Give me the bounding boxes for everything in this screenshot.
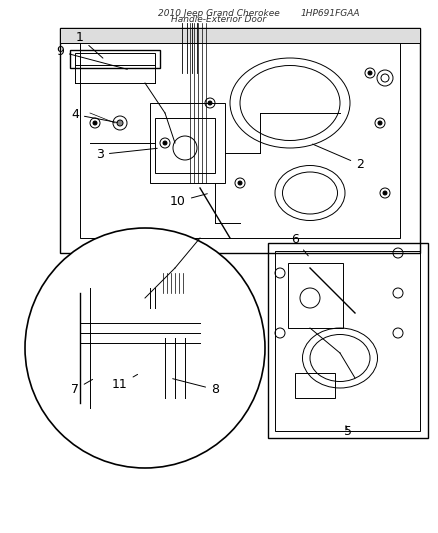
Bar: [275, 251, 420, 431]
Circle shape: [368, 71, 372, 75]
Bar: [80, 38, 400, 238]
Circle shape: [93, 121, 97, 125]
Bar: [110, 313, 165, 335]
Text: 7: 7: [71, 379, 92, 396]
Circle shape: [238, 181, 242, 185]
Bar: [70, 50, 160, 68]
Bar: [295, 373, 335, 398]
Text: 1: 1: [76, 31, 103, 58]
Bar: [268, 243, 428, 438]
Circle shape: [25, 228, 265, 468]
Circle shape: [208, 101, 212, 105]
Text: 5: 5: [344, 425, 352, 438]
Bar: [75, 53, 155, 65]
Bar: [100, 308, 180, 338]
Text: 1HP691FGAA: 1HP691FGAA: [300, 9, 360, 18]
Text: 6: 6: [291, 233, 308, 256]
Text: 9: 9: [56, 45, 127, 69]
Bar: [288, 263, 343, 328]
Bar: [150, 103, 225, 183]
Text: 3: 3: [96, 148, 157, 161]
Text: 2010 Jeep Grand Cherokee: 2010 Jeep Grand Cherokee: [158, 9, 280, 18]
Bar: [155, 118, 215, 173]
Circle shape: [163, 141, 167, 145]
Circle shape: [383, 191, 387, 195]
Bar: [60, 28, 420, 43]
Text: 2: 2: [313, 144, 364, 171]
Text: 4: 4: [71, 108, 117, 123]
Circle shape: [117, 120, 123, 126]
Bar: [60, 28, 420, 253]
Circle shape: [378, 121, 382, 125]
Text: Handle-Exterior Door: Handle-Exterior Door: [171, 15, 267, 24]
Text: 8: 8: [173, 378, 219, 396]
Text: 10: 10: [170, 193, 207, 208]
Text: 11: 11: [112, 374, 138, 391]
